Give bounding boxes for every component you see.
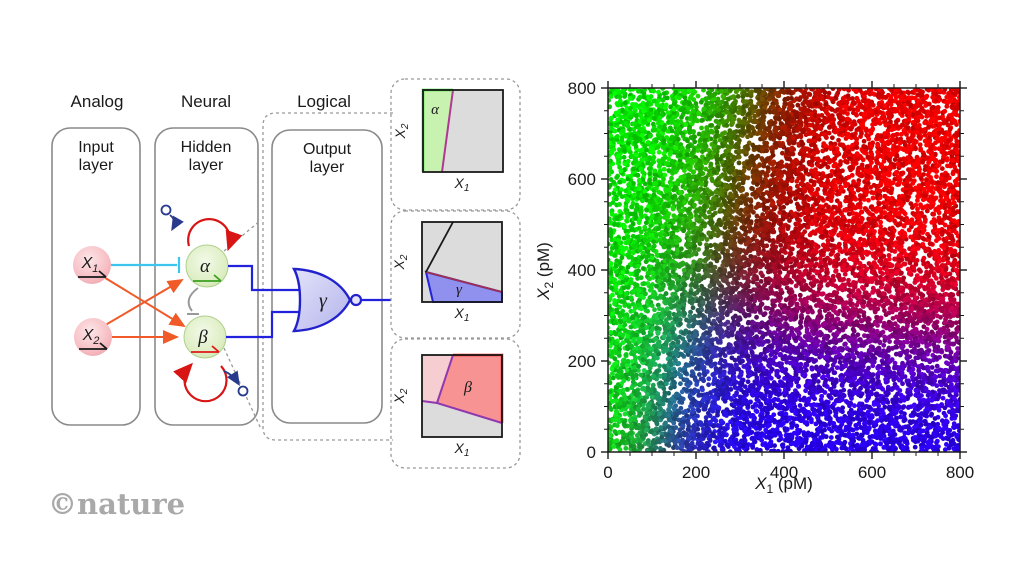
output-layer-box [271, 129, 383, 424]
alpha-to-gate-wire [228, 264, 302, 292]
inset-alpha-boundary-line [441, 89, 454, 173]
x2-node-circle [74, 318, 112, 356]
beta-harpoon-arrow-icon [191, 345, 220, 353]
inset-beta-plot-bg [422, 355, 502, 437]
inset-beta-xaxis-label: X1 [454, 440, 470, 459]
tick-label: 600 [858, 463, 886, 482]
inset-alpha-green-region [423, 90, 453, 172]
alpha-annihilator-arrow [169, 214, 184, 232]
alpha-harpoon-arrow-icon [193, 274, 222, 282]
inset-beta-yaxis-label: X2 [391, 388, 410, 404]
inset-gamma-plot-bg [422, 222, 502, 302]
input-layer-box [51, 127, 141, 426]
logical-region-dashed-outline [262, 112, 393, 441]
inset-beta-region-label: β [463, 379, 472, 396]
gamma-gate-label: γ [319, 290, 328, 312]
alpha-to-beta-inhibition-curve [187, 287, 199, 312]
column-header-logical: Logical [297, 92, 351, 111]
inset-gamma-blue-region [424, 270, 503, 303]
alpha-self-loop [160, 204, 243, 252]
nor-gate: γ [226, 264, 391, 339]
x2-harpoon-arrow-icon [79, 342, 108, 350]
inset-alpha-dashed-frame [390, 78, 521, 211]
tick-label: 0 [603, 463, 612, 482]
inset-alpha-plot-bg [423, 90, 503, 172]
node-x2: X2 [74, 318, 112, 356]
x2-node-label: X2 [82, 327, 100, 347]
nature-watermark: ©nature [48, 487, 185, 521]
beta-node-circle [183, 315, 227, 359]
beta-annihilator-arrow [223, 370, 240, 387]
beta-zoom-dashed-line [223, 347, 262, 430]
tick-label: 200 [682, 463, 710, 482]
inset-alpha-xaxis-label: X1 [454, 175, 470, 194]
inset-alpha-plot-border [422, 89, 504, 173]
alpha-zoom-dashed-line [223, 219, 262, 252]
input-layer-label-2: layer [79, 157, 114, 174]
tick-label: 800 [946, 463, 974, 482]
scatter-xaxis-title: X1 (pM) [754, 474, 813, 496]
tick-label: 400 [568, 261, 596, 280]
inset-beta-red-region [437, 355, 502, 423]
inset-beta-dashed-frame [390, 338, 521, 469]
beta-node-label: β [197, 327, 208, 348]
column-header-neural: Neural [181, 92, 231, 111]
beta-to-gate-wire [226, 310, 302, 339]
tick-label: 400 [770, 463, 798, 482]
synapse-arrows [101, 257, 199, 344]
alpha-node-circle [185, 244, 229, 288]
inset-gamma-dashed-frame [390, 210, 521, 339]
node-alpha: α [185, 244, 229, 288]
inset-gamma: γ X2 X1 [390, 210, 521, 339]
inset-gamma-region-label: γ [456, 282, 463, 298]
scatter-yaxis-title: X2 (pM) [534, 242, 556, 301]
beta-self-loop [173, 362, 249, 403]
tick-label: 200 [568, 352, 596, 371]
hidden-layer-box [154, 127, 259, 426]
scatter-plot-canvas [608, 88, 960, 452]
inset-beta-pink-region [422, 355, 453, 403]
inset-beta-plot-border [421, 354, 503, 438]
nor-gate-body-icon [291, 267, 352, 333]
inset-gamma-xaxis-label: X1 [454, 305, 470, 324]
tick-label: 800 [568, 79, 596, 98]
column-header-analog: Analog [71, 92, 124, 111]
beta-annihilator-circle-icon [237, 385, 249, 397]
inset-gamma-yaxis-label: X2 [391, 254, 410, 270]
output-layer-label-2: layer [310, 159, 345, 176]
inset-alpha-region-label: α [431, 102, 440, 118]
alpha-annihilator-circle-icon [160, 204, 172, 216]
inset-gamma-black-line [425, 221, 454, 273]
inset-alpha-yaxis-label: X2 [392, 123, 411, 139]
x1-to-beta-excitation-arrow [101, 275, 186, 328]
node-beta: β [183, 315, 227, 359]
x2-to-alpha-excitation-arrow [101, 278, 184, 328]
node-x1: X1 [73, 246, 111, 284]
nor-gate-bubble-icon [349, 293, 363, 307]
alpha-node-label: α [200, 256, 211, 277]
hidden-layer-label-1: Hidden [181, 139, 232, 156]
output-layer-label-1: Output [303, 141, 352, 158]
tick-label: 0 [587, 443, 596, 462]
input-layer-label-1: Input [78, 139, 114, 156]
inset-gamma-plot-border [421, 221, 503, 303]
x1-harpoon-arrow-icon [78, 270, 107, 278]
beta-autocatalysis-loop [173, 362, 228, 403]
hidden-layer-label-2: layer [189, 157, 224, 174]
tick-label: 600 [568, 170, 596, 189]
inset-beta-boundary-lines [421, 354, 503, 424]
inset-alpha-green-edge [421, 88, 453, 172]
x1-node-label: X1 [81, 255, 99, 275]
inset-beta: β X2 X1 [390, 338, 521, 469]
inset-alpha: α X2 X1 [390, 78, 521, 211]
alpha-autocatalysis-loop [187, 218, 243, 252]
inset-gamma-boundary-line [425, 271, 503, 293]
inset-beta-red-edge [453, 353, 504, 423]
x1-node-circle [73, 246, 111, 284]
